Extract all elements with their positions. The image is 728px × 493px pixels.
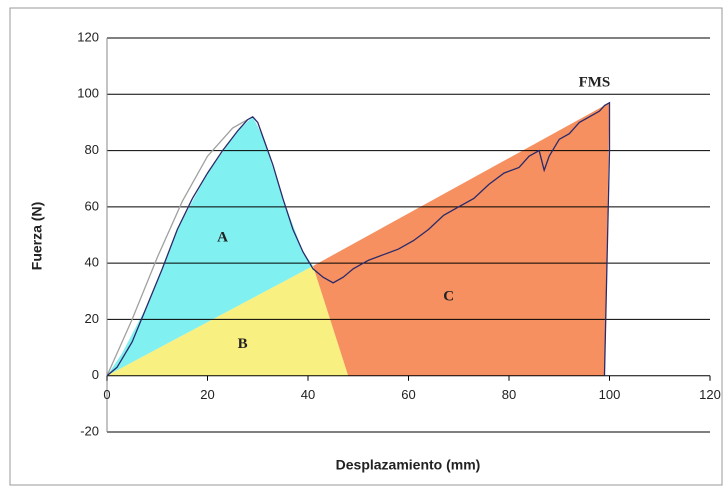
x-tick-label: 0 <box>103 387 110 402</box>
y-tick-label: 80 <box>85 142 99 157</box>
region <box>313 102 610 376</box>
y-tick-label: 0 <box>92 367 99 382</box>
x-tick-label: 120 <box>699 387 721 402</box>
region-label: B <box>238 336 248 352</box>
y-tick-label: 60 <box>85 198 99 213</box>
line <box>106 119 249 376</box>
y-axis-label: Fuerza (N) <box>29 202 45 270</box>
x-tick-label: 40 <box>301 387 315 402</box>
region <box>107 265 349 376</box>
region <box>107 116 314 376</box>
x-tick-label: 20 <box>200 387 214 402</box>
x-axis-label: Desplazamiento (mm) <box>336 457 481 473</box>
annotation: FMS <box>579 74 611 90</box>
region-label: A <box>217 229 228 245</box>
line <box>106 101 611 377</box>
y-tick-label: 120 <box>77 29 99 44</box>
x-tick-label: 80 <box>502 387 516 402</box>
y-tick-label: 20 <box>85 311 99 326</box>
region-label: C <box>443 288 454 304</box>
y-tick-label: -20 <box>80 423 99 438</box>
y-tick-label: 100 <box>77 86 99 101</box>
x-tick-label: 60 <box>401 387 415 402</box>
y-tick-label: 40 <box>85 255 99 270</box>
x-tick-label: 100 <box>599 387 621 402</box>
